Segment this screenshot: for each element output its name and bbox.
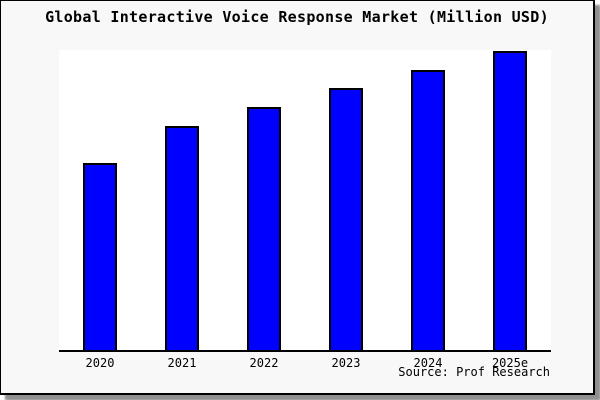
x-tick-label-2023: 2023 [331, 356, 361, 370]
bars-row [59, 50, 551, 350]
bar-2024 [411, 70, 445, 350]
bar-2021 [165, 126, 199, 350]
bar-slot-2024 [387, 50, 469, 350]
bar-slot-2021 [141, 50, 223, 350]
bar-slot-2025e [469, 50, 551, 350]
source-credit: Source: Prof Research [398, 365, 550, 379]
x-tick-label-2025e: 2025e [491, 356, 529, 370]
bar-2022 [247, 107, 281, 350]
x-tick-label-2024: 2024 [413, 356, 443, 370]
bar-slot-2020 [59, 50, 141, 350]
chart-card: Global Interactive Voice Response Market… [0, 0, 595, 395]
bar-slot-2022 [223, 50, 305, 350]
x-axis-labels: 2020 2021 2022 2023 2024 2025e [59, 356, 551, 370]
bar-2025e [493, 51, 527, 350]
x-tick-label-2021: 2021 [167, 356, 197, 370]
plot-area [59, 50, 551, 352]
chart-title: Global Interactive Voice Response Market… [45, 8, 549, 26]
x-tick-label-2022: 2022 [249, 356, 279, 370]
bar-2020 [83, 163, 117, 350]
bar-slot-2023 [305, 50, 387, 350]
x-tick-label-2020: 2020 [85, 356, 115, 370]
bar-2023 [329, 88, 363, 350]
